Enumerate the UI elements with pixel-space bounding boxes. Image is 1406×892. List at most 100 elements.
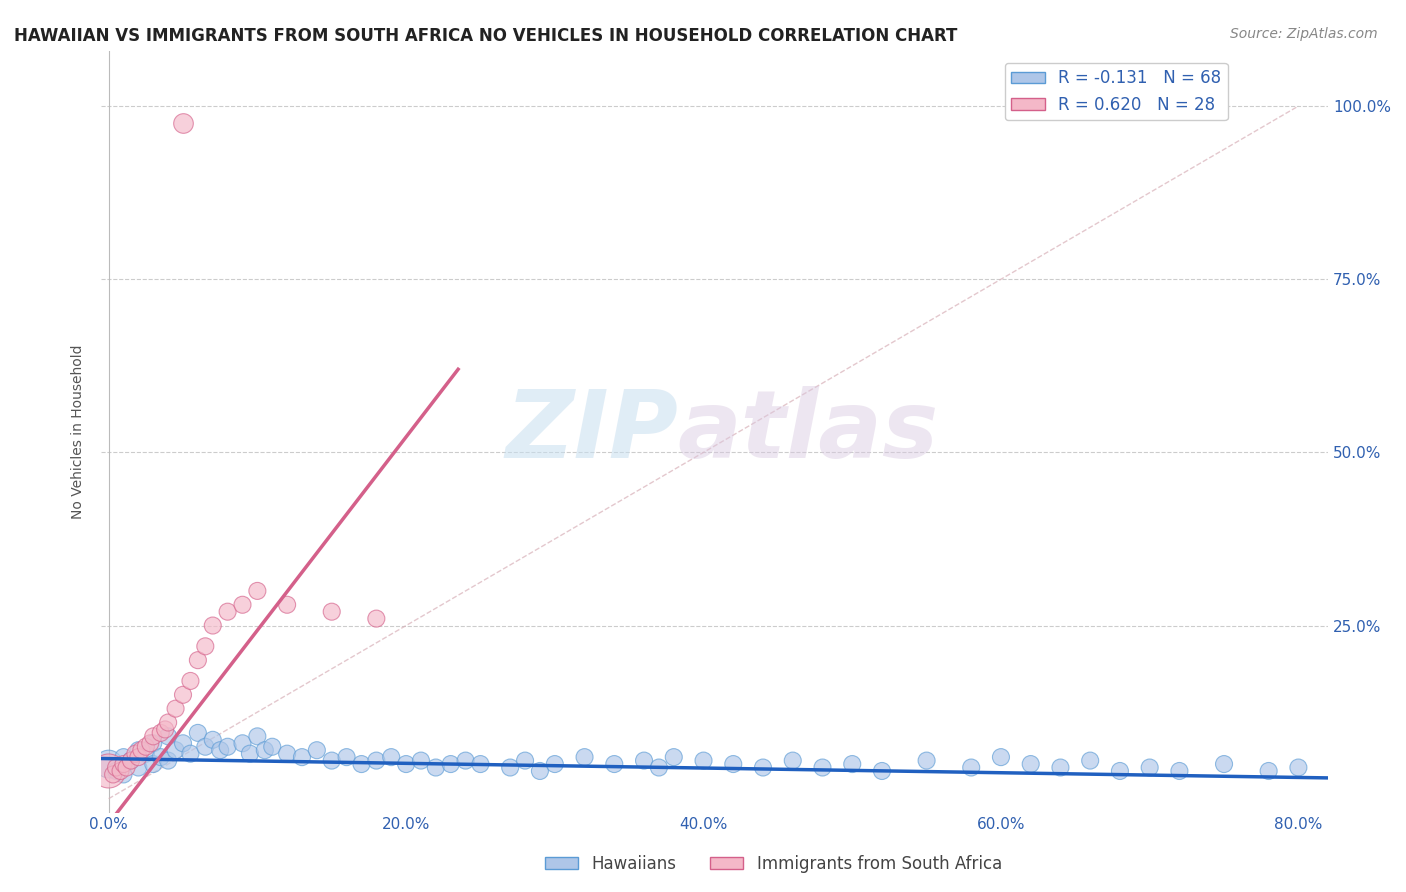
Point xyxy=(142,736,165,750)
Point xyxy=(752,760,775,774)
Point xyxy=(97,757,120,772)
Point xyxy=(157,754,180,768)
Point xyxy=(915,754,938,768)
Point xyxy=(276,598,298,612)
Point xyxy=(157,730,180,744)
Text: HAWAIIAN VS IMMIGRANTS FROM SOUTH AFRICA NO VEHICLES IN HOUSEHOLD CORRELATION CH: HAWAIIAN VS IMMIGRANTS FROM SOUTH AFRICA… xyxy=(14,27,957,45)
Point xyxy=(366,612,388,626)
Point xyxy=(165,743,187,757)
Point xyxy=(692,754,714,768)
Point xyxy=(409,754,432,768)
Point xyxy=(139,736,162,750)
Point xyxy=(153,723,176,737)
Point xyxy=(633,754,655,768)
Point xyxy=(187,726,209,740)
Point xyxy=(231,736,253,750)
Point xyxy=(395,757,418,772)
Point xyxy=(112,767,135,781)
Point xyxy=(194,739,217,754)
Point xyxy=(105,764,128,778)
Point xyxy=(194,640,217,654)
Point xyxy=(1049,760,1071,774)
Point xyxy=(841,757,863,772)
Point xyxy=(544,757,567,772)
Point xyxy=(124,747,146,761)
Point xyxy=(321,754,343,768)
Point xyxy=(115,760,138,774)
Point xyxy=(276,747,298,761)
Point xyxy=(231,598,253,612)
Point xyxy=(253,743,276,757)
Y-axis label: No Vehicles in Household: No Vehicles in Household xyxy=(72,344,86,519)
Point xyxy=(217,739,239,754)
Point xyxy=(1078,754,1101,768)
Point xyxy=(1213,757,1236,772)
Point xyxy=(246,730,269,744)
Point xyxy=(1168,764,1191,778)
Point xyxy=(172,116,194,130)
Point xyxy=(201,732,224,747)
Point xyxy=(120,754,142,768)
Point xyxy=(239,747,262,761)
Point xyxy=(870,764,893,778)
Point xyxy=(782,754,804,768)
Point xyxy=(380,750,402,764)
Point xyxy=(201,618,224,632)
Point xyxy=(172,736,194,750)
Point xyxy=(179,747,201,761)
Point xyxy=(142,730,165,744)
Point xyxy=(131,743,153,757)
Point xyxy=(454,754,477,768)
Point xyxy=(135,739,157,754)
Point xyxy=(529,764,551,778)
Point xyxy=(165,701,187,715)
Point xyxy=(101,767,124,781)
Point xyxy=(811,760,834,774)
Point xyxy=(217,605,239,619)
Point xyxy=(1109,764,1132,778)
Point xyxy=(112,757,135,772)
Text: Source: ZipAtlas.com: Source: ZipAtlas.com xyxy=(1230,27,1378,41)
Point xyxy=(142,757,165,772)
Text: ZIP: ZIP xyxy=(505,385,678,477)
Point xyxy=(723,757,745,772)
Point xyxy=(246,583,269,598)
Point xyxy=(1257,764,1279,778)
Point xyxy=(960,760,983,774)
Legend: R = -0.131   N = 68, R = 0.620   N = 28: R = -0.131 N = 68, R = 0.620 N = 28 xyxy=(1005,62,1227,120)
Point xyxy=(112,750,135,764)
Point xyxy=(187,653,209,667)
Point xyxy=(127,743,149,757)
Text: atlas: atlas xyxy=(678,385,939,477)
Point xyxy=(499,760,522,774)
Point xyxy=(513,754,536,768)
Point xyxy=(366,754,388,768)
Point xyxy=(1139,760,1161,774)
Point xyxy=(662,750,685,764)
Point xyxy=(305,743,328,757)
Point xyxy=(574,750,596,764)
Point xyxy=(990,750,1012,764)
Point xyxy=(262,739,284,754)
Point xyxy=(1286,760,1309,774)
Point xyxy=(110,764,132,778)
Point xyxy=(425,760,447,774)
Point xyxy=(1019,757,1042,772)
Point xyxy=(603,757,626,772)
Point xyxy=(172,688,194,702)
Point xyxy=(440,757,463,772)
Point xyxy=(321,605,343,619)
Legend: Hawaiians, Immigrants from South Africa: Hawaiians, Immigrants from South Africa xyxy=(538,848,1008,880)
Point xyxy=(336,750,359,764)
Point xyxy=(97,764,120,778)
Point xyxy=(149,726,172,740)
Point xyxy=(648,760,671,774)
Point xyxy=(135,747,157,761)
Point xyxy=(291,750,314,764)
Point xyxy=(127,760,149,774)
Point xyxy=(120,754,142,768)
Point xyxy=(157,715,180,730)
Point xyxy=(179,673,201,688)
Point xyxy=(127,750,149,764)
Point xyxy=(105,760,128,774)
